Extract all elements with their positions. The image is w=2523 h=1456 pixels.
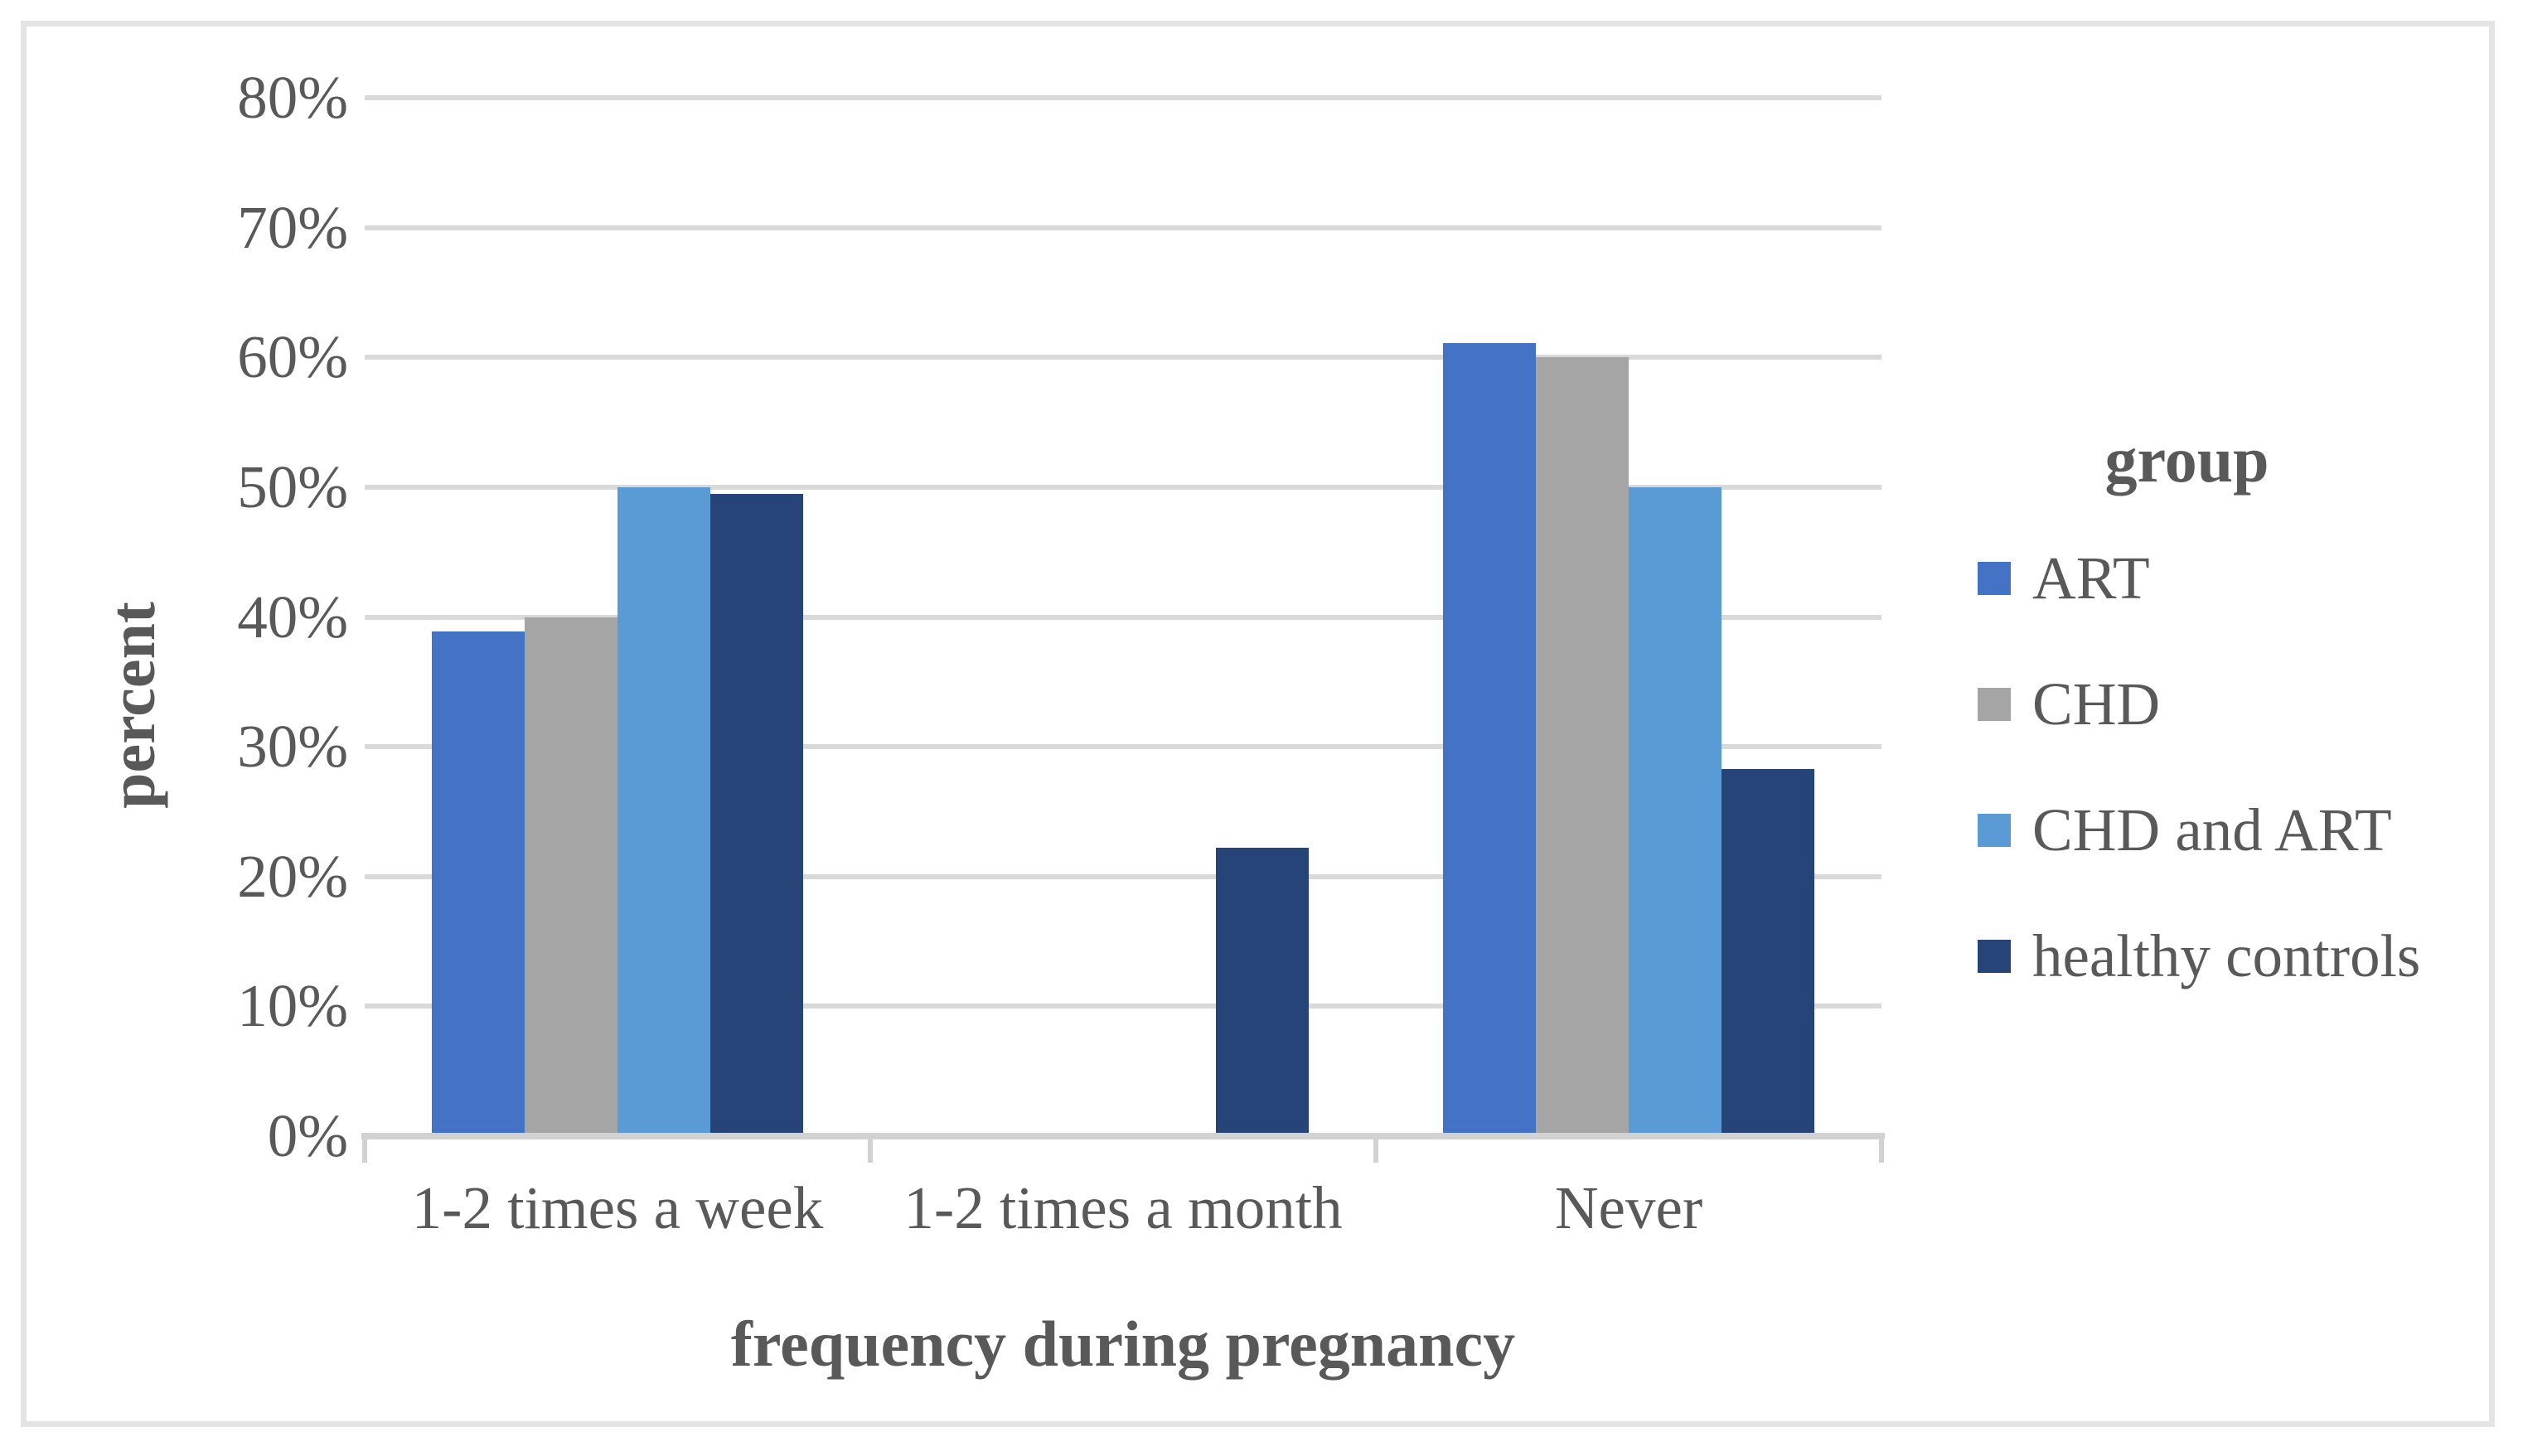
y-axis-tick-label-20: 20% xyxy=(237,842,348,910)
y-axis-tick-label-30: 30% xyxy=(237,713,348,781)
x-axis-tick-label-never: Never xyxy=(1554,1174,1703,1241)
legend-swatch-chd-and-art xyxy=(1978,814,2011,847)
legend-label-chd: CHD xyxy=(2032,670,2161,738)
bar-chd-and-art-1-2-times-a-week xyxy=(617,486,710,1136)
bar-chd-1-2-times-a-week xyxy=(525,617,617,1136)
y-axis-tick-label-50: 50% xyxy=(237,452,348,520)
legend-label-healthy-controls: healthy controls xyxy=(2032,922,2421,989)
bar-art-never xyxy=(1443,343,1536,1136)
legend-title: group xyxy=(2104,423,2269,496)
legend-item-chd: CHD xyxy=(1978,641,2475,767)
legend: group ART CHD CHD and ART healthy controls xyxy=(1978,414,2475,1019)
x-axis-tick-label-1-2-times-a-month: 1-2 times a month xyxy=(903,1174,1343,1241)
y-axis-tick-label-60: 60% xyxy=(237,323,348,391)
bar-art-1-2-times-a-week xyxy=(432,631,525,1136)
bar-group-never xyxy=(1376,98,1881,1136)
gridline-50 xyxy=(365,484,1881,490)
legend-swatch-chd xyxy=(1978,688,2011,721)
legend-items: ART CHD CHD and ART healthy controls xyxy=(1978,515,2475,1019)
plot-area xyxy=(361,95,1885,1163)
bar-healthy-controls-1-2-times-a-week xyxy=(710,493,803,1136)
legend-label-chd-and-art: CHD and ART xyxy=(2032,796,2392,863)
x-axis-tick-2 xyxy=(1373,1139,1378,1163)
y-axis-tick-label-80: 80% xyxy=(237,64,348,131)
legend-label-art: ART xyxy=(2032,544,2150,612)
gridline-30 xyxy=(365,744,1881,750)
bar-group-1-2-times-a-month xyxy=(870,98,1376,1136)
gridline-70 xyxy=(365,225,1881,230)
gridline-60 xyxy=(365,355,1881,360)
x-axis-tick-1 xyxy=(868,1139,873,1163)
figure-border xyxy=(21,21,2495,1427)
y-axis-tick-label-10: 10% xyxy=(237,972,348,1040)
bar-healthy-controls-1-2-times-a-month xyxy=(1216,848,1309,1136)
y-axis-tick-label-0: 0% xyxy=(267,1102,348,1169)
gridline-20 xyxy=(365,873,1881,879)
x-axis-title: frequency during pregnancy xyxy=(730,1308,1516,1380)
y-axis-tick-label-40: 40% xyxy=(237,583,348,651)
x-axis-tick-label-1-2-times-a-week: 1-2 times a week xyxy=(411,1174,824,1241)
bar-chd-never xyxy=(1536,357,1629,1136)
x-axis-tick-3 xyxy=(1879,1139,1884,1163)
gridline-80 xyxy=(365,95,1881,100)
y-axis-tick-label-70: 70% xyxy=(237,193,348,261)
gridline-10 xyxy=(365,1004,1881,1009)
legend-item-healthy-controls: healthy controls xyxy=(1978,893,2475,1019)
bar-chd-and-art-never xyxy=(1629,486,1722,1136)
legend-swatch-art xyxy=(1978,562,2011,595)
legend-swatch-healthy-controls xyxy=(1978,940,2011,973)
bar-group-1-2-times-a-week xyxy=(365,98,870,1136)
legend-item-chd-and-art: CHD and ART xyxy=(1978,767,2475,893)
gridline-40 xyxy=(365,614,1881,620)
x-axis-line xyxy=(361,1133,1885,1139)
legend-item-art: ART xyxy=(1978,515,2475,641)
bar-healthy-controls-never xyxy=(1722,768,1814,1136)
x-axis-tick-0 xyxy=(362,1139,367,1163)
